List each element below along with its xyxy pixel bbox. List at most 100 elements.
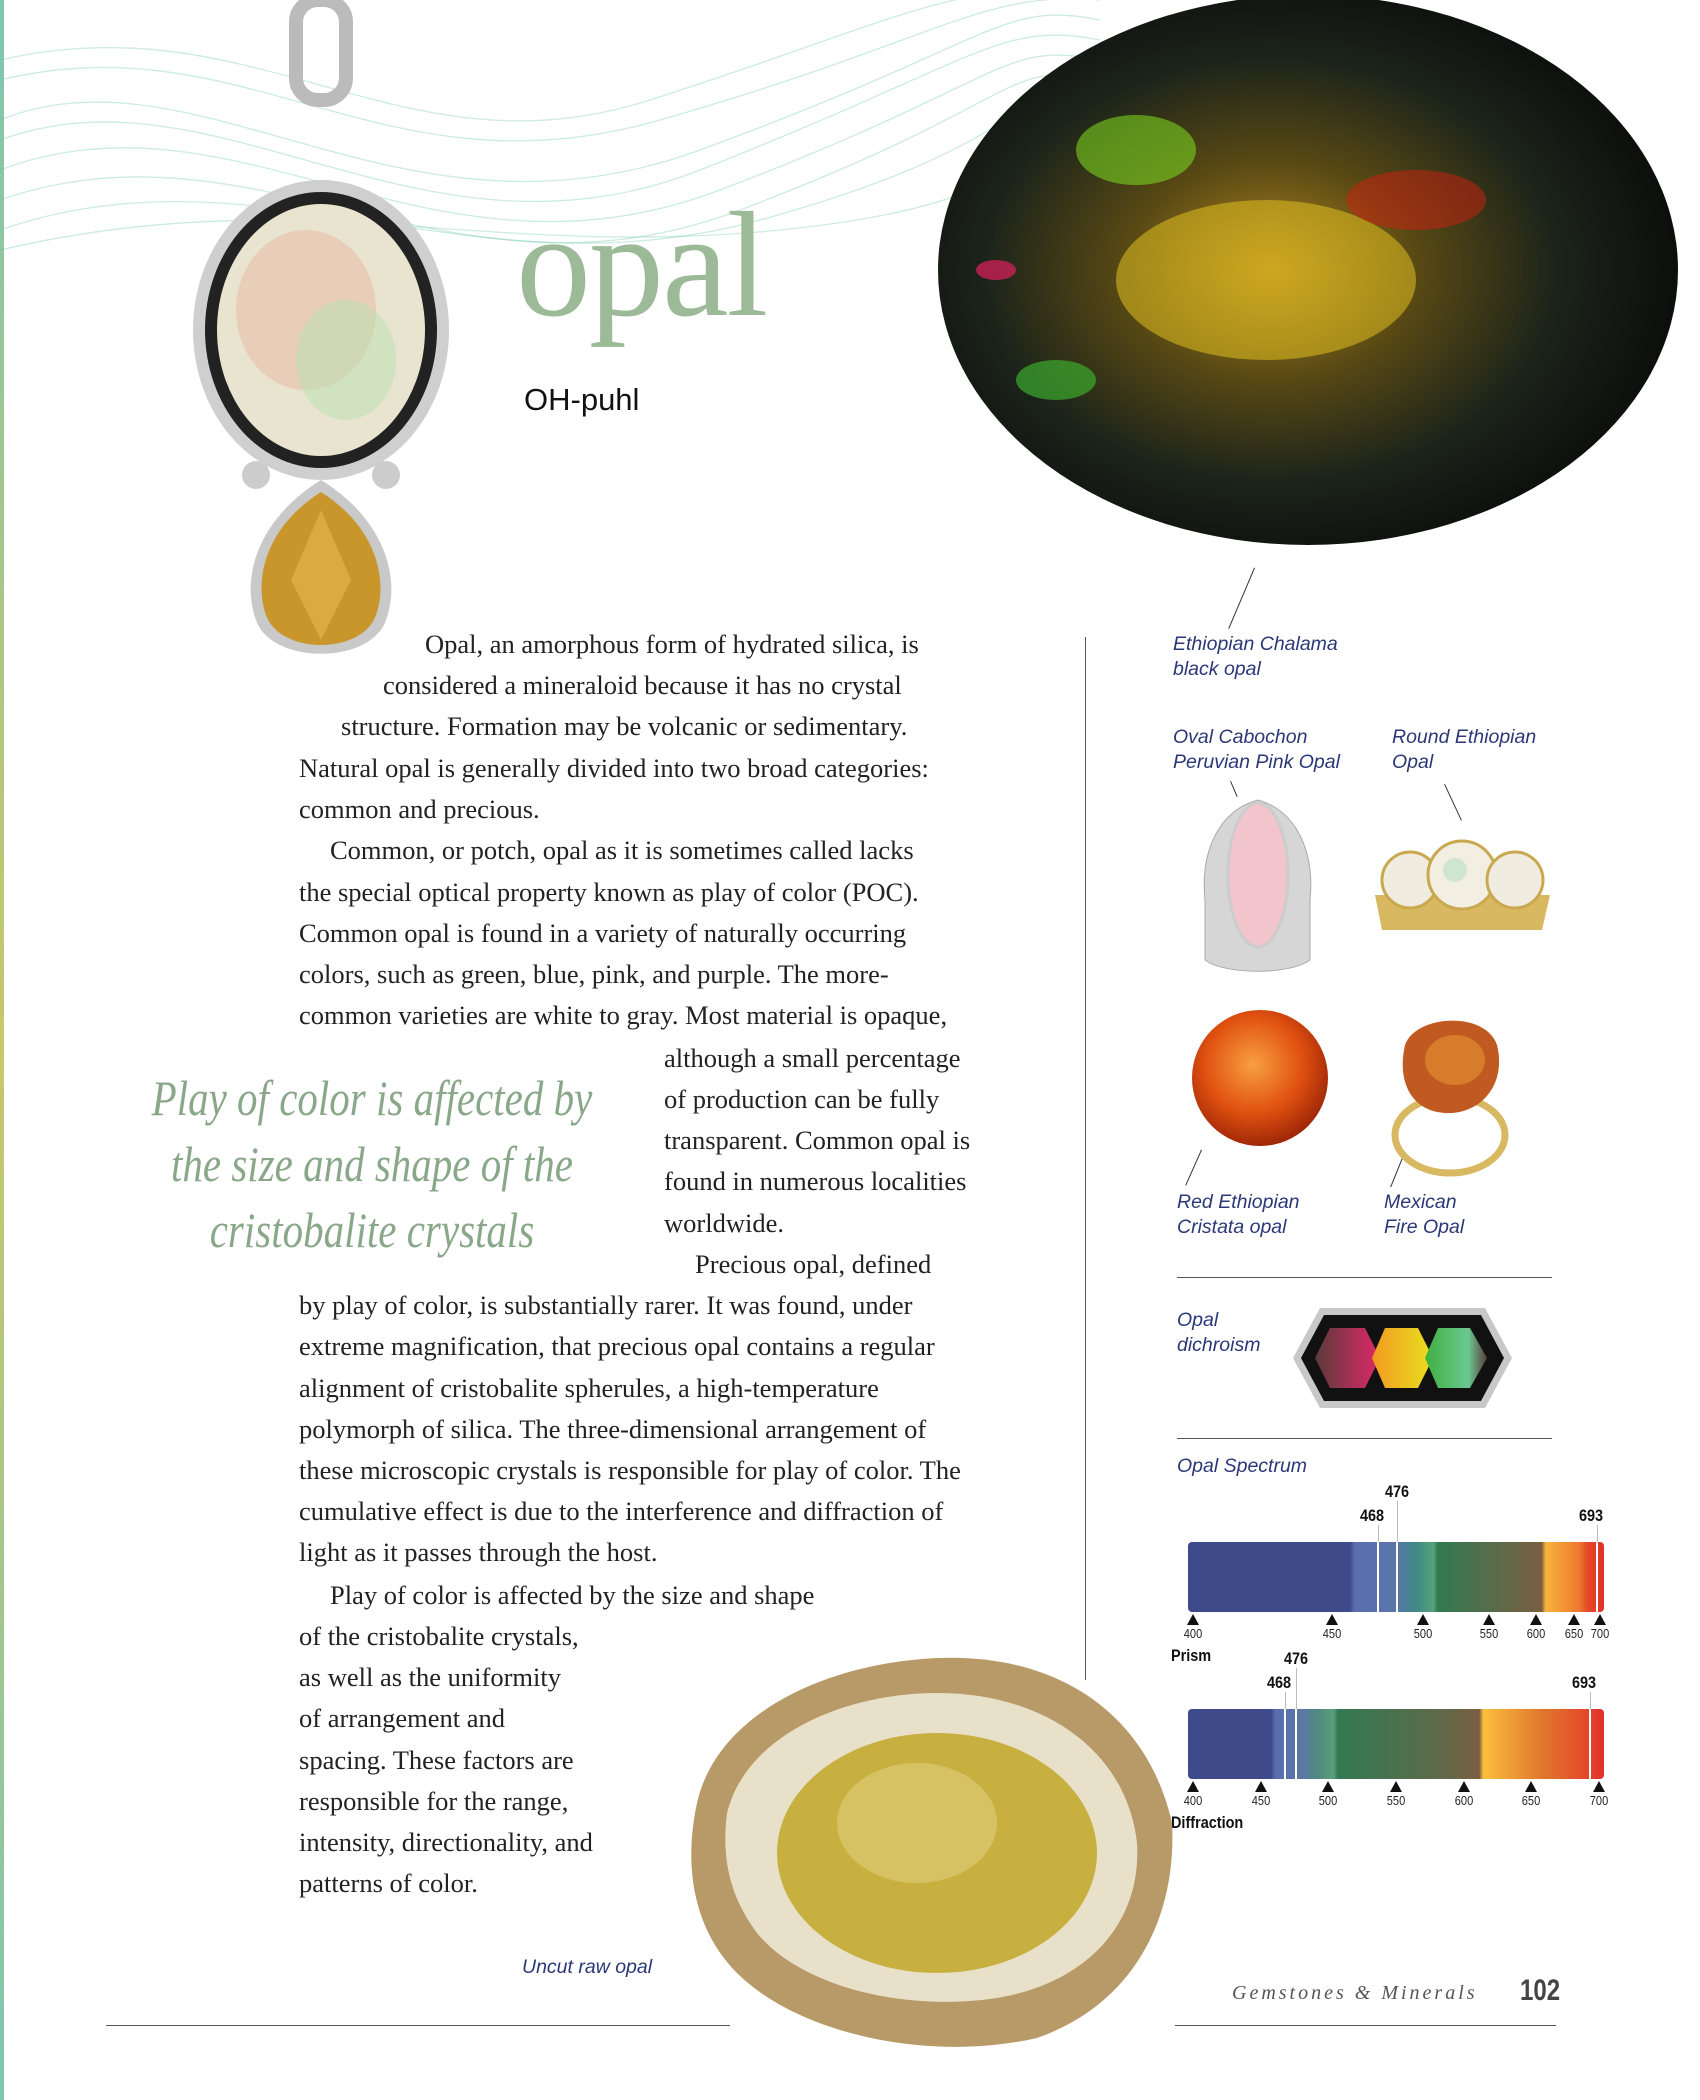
body-line: the special optical property known as pl… bbox=[299, 877, 919, 907]
wavelength-marker-line bbox=[1396, 1542, 1398, 1612]
tick-label: 650 bbox=[1522, 1793, 1541, 1808]
caption-line: Peruvian Pink Opal bbox=[1173, 751, 1340, 773]
page-number: 102 bbox=[1520, 1974, 1561, 2007]
tick-marker bbox=[1187, 1614, 1199, 1625]
caption-line: Red Ethiopian bbox=[1177, 1191, 1300, 1213]
caption-line: Fire Opal bbox=[1384, 1216, 1465, 1238]
pull-quote: Play of color is affected by the size an… bbox=[126, 1065, 618, 1263]
wavelength-marker-label: 468 bbox=[1359, 1506, 1385, 1525]
wavelength-marker-line bbox=[1588, 1709, 1591, 1779]
caption-line: Opal bbox=[1392, 751, 1434, 773]
tick-marker bbox=[1187, 1781, 1199, 1792]
spectrum-title: Opal Spectrum bbox=[1177, 1455, 1308, 1477]
wavelength-marker-leader bbox=[1597, 1525, 1598, 1542]
tick-marker bbox=[1254, 1781, 1267, 1792]
tick-marker bbox=[1594, 1614, 1606, 1625]
body-line: Common, or potch, opal as it is sometime… bbox=[330, 835, 914, 865]
body-line: by play of color, is substantially rarer… bbox=[299, 1290, 913, 1320]
pull-quote-line: cristobalite crystals bbox=[209, 1202, 535, 1258]
tick-marker bbox=[1483, 1614, 1495, 1625]
leader-line bbox=[1184, 1149, 1202, 1186]
body-line: of production can be fully bbox=[664, 1084, 940, 1114]
caption-line: Mexican bbox=[1384, 1191, 1457, 1213]
tick-label: 600 bbox=[1454, 1793, 1473, 1808]
caption-line: Round Ethiopian bbox=[1392, 726, 1537, 748]
body-line: responsible for the range, bbox=[299, 1786, 569, 1816]
footer-rule-left bbox=[106, 2025, 730, 2027]
body-line: found in numerous localities bbox=[664, 1166, 967, 1196]
prism-label: Prism bbox=[1171, 1646, 1212, 1665]
round-ethiopian-opal-ring-image bbox=[1375, 839, 1550, 930]
tick-label: 700 bbox=[1589, 1793, 1609, 1808]
body-line: Precious opal, defined bbox=[695, 1249, 932, 1279]
wavelength-marker-label: 476 bbox=[1283, 1649, 1308, 1668]
body-line: Common opal is found in a variety of nat… bbox=[299, 918, 907, 948]
wavelength-marker-label: 693 bbox=[1571, 1673, 1596, 1692]
tick-marker bbox=[1593, 1781, 1605, 1792]
body-line: of arrangement and bbox=[299, 1703, 506, 1733]
tick-label: 500 bbox=[1319, 1793, 1338, 1808]
opal-citrine-pendant-image bbox=[193, 0, 449, 654]
footer-book-title: Gemstones & Minerals bbox=[1232, 1982, 1478, 2004]
body-line: spacing. These factors are bbox=[299, 1745, 574, 1775]
body-line: patterns of color. bbox=[299, 1868, 478, 1898]
body-line: considered a mineraloid because it has n… bbox=[383, 670, 902, 700]
tick-label: 600 bbox=[1526, 1626, 1546, 1641]
body-line: structure. Formation may be volcanic or … bbox=[341, 711, 908, 741]
uncut-raw-opal-image bbox=[691, 1657, 1173, 2047]
pink-opal-ring-image bbox=[1203, 799, 1312, 972]
body-line: common varieties are white to gray. Most… bbox=[299, 1000, 948, 1030]
page-title: opal bbox=[516, 182, 768, 348]
tick-label: 500 bbox=[1413, 1626, 1433, 1641]
wavelength-marker-label: 476 bbox=[1384, 1482, 1410, 1501]
body-line: alignment of cristobalite spherules, a h… bbox=[299, 1373, 879, 1403]
diffraction-label: Diffraction bbox=[1171, 1813, 1244, 1832]
body-line: these microscopic crystals is responsibl… bbox=[299, 1455, 961, 1485]
body-line: cumulative effect is due to the interfer… bbox=[299, 1496, 944, 1526]
tick-label: 400 bbox=[1183, 1793, 1203, 1808]
caption-round-opal: Round Ethiopian Opal bbox=[1392, 725, 1536, 775]
caption-line: Cristata opal bbox=[1177, 1216, 1287, 1238]
black-opal-image bbox=[938, 0, 1678, 545]
tick-marker bbox=[1326, 1614, 1338, 1625]
page-edge-strip bbox=[0, 0, 4, 2100]
wavelength-marker-leader bbox=[1285, 1692, 1287, 1709]
tick-label: 450 bbox=[1251, 1793, 1270, 1808]
footer-rule-right bbox=[1175, 2025, 1556, 2027]
tick-marker bbox=[1530, 1614, 1542, 1625]
caption-line: Opal bbox=[1177, 1309, 1219, 1331]
tick-marker bbox=[1568, 1614, 1580, 1625]
caption-raw-opal: Uncut raw opal bbox=[522, 1956, 653, 1978]
body-line: transparent. Common opal is bbox=[664, 1125, 971, 1155]
tick-label: 400 bbox=[1183, 1626, 1203, 1641]
wavelength-marker-line bbox=[1596, 1542, 1598, 1612]
caption-dichroism: Opal dichroism bbox=[1177, 1308, 1260, 1358]
body-line: colors, such as green, blue, pink, and p… bbox=[299, 959, 889, 989]
caption-red-opal: Red Ethiopian Cristata opal bbox=[1177, 1190, 1300, 1240]
caption-line: dichroism bbox=[1177, 1334, 1261, 1356]
body-line: intensity, directionality, and bbox=[299, 1827, 593, 1857]
tick-marker bbox=[1525, 1781, 1538, 1792]
wavelength-marker-label: 693 bbox=[1578, 1506, 1604, 1525]
caption-line: Ethiopian Chalama bbox=[1173, 633, 1338, 655]
wavelength-marker-leader bbox=[1295, 1668, 1297, 1709]
caption-fire-opal: Mexican Fire Opal bbox=[1384, 1190, 1464, 1240]
wavelength-marker-line bbox=[1284, 1709, 1287, 1779]
tick-marker bbox=[1390, 1781, 1402, 1792]
body-line: as well as the uniformity bbox=[299, 1662, 561, 1692]
tick-marker bbox=[1322, 1781, 1335, 1792]
wavelength-marker-leader bbox=[1378, 1525, 1379, 1542]
body-line: polymorph of silica. The three-dimension… bbox=[299, 1414, 927, 1444]
pull-quote-line: Play of color is affected by bbox=[151, 1070, 593, 1126]
caption-pink-opal: Oval Cabochon Peruvian Pink Opal bbox=[1173, 725, 1340, 775]
tick-label: 550 bbox=[1386, 1793, 1406, 1808]
mexican-fire-opal-ring-image bbox=[1391, 1020, 1509, 1177]
body-line: of the cristobalite crystals, bbox=[299, 1621, 579, 1651]
wavelength-marker-label: 468 bbox=[1266, 1673, 1292, 1692]
body-line: common and precious. bbox=[299, 794, 540, 824]
wavelength-marker-line bbox=[1294, 1709, 1297, 1779]
tick-label: 650 bbox=[1564, 1626, 1584, 1641]
section-divider bbox=[1177, 1277, 1552, 1279]
pull-quote-line: the size and shape of the bbox=[171, 1136, 573, 1192]
